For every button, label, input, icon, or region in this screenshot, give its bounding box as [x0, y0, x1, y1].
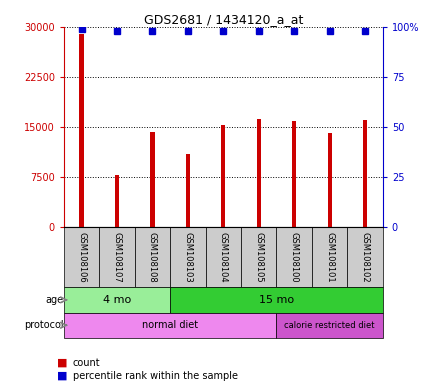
Bar: [64, 287, 170, 313]
Text: percentile rank within the sample: percentile rank within the sample: [73, 371, 238, 381]
Text: GSM108104: GSM108104: [219, 232, 228, 283]
Text: GSM108102: GSM108102: [360, 232, 370, 283]
Text: ■: ■: [57, 358, 68, 368]
Title: GDS2681 / 1434120_a_at: GDS2681 / 1434120_a_at: [143, 13, 303, 26]
Bar: [257, 119, 261, 227]
Bar: [79, 33, 84, 227]
Bar: [64, 313, 276, 338]
Bar: [150, 132, 154, 227]
Text: protocol: protocol: [24, 320, 64, 330]
Bar: [135, 227, 170, 287]
Text: 15 mo: 15 mo: [259, 295, 294, 305]
Bar: [363, 120, 367, 227]
Text: normal diet: normal diet: [142, 320, 198, 330]
Text: GSM108101: GSM108101: [325, 232, 334, 283]
Bar: [64, 227, 99, 287]
Text: age: age: [46, 295, 64, 305]
Bar: [99, 227, 135, 287]
Text: 4 mo: 4 mo: [103, 295, 131, 305]
Text: calorie restricted diet: calorie restricted diet: [284, 321, 375, 330]
Text: GSM108108: GSM108108: [148, 232, 157, 283]
Text: GSM108103: GSM108103: [183, 232, 192, 283]
Bar: [115, 175, 119, 227]
Text: GSM108107: GSM108107: [113, 232, 121, 283]
Bar: [276, 227, 312, 287]
Bar: [347, 227, 383, 287]
Bar: [327, 133, 332, 227]
Bar: [170, 287, 383, 313]
Text: ■: ■: [57, 371, 68, 381]
Bar: [292, 121, 296, 227]
Bar: [241, 227, 276, 287]
Bar: [221, 125, 225, 227]
Text: GSM108105: GSM108105: [254, 232, 263, 283]
Bar: [205, 227, 241, 287]
Text: GSM108100: GSM108100: [290, 232, 299, 283]
Bar: [312, 227, 347, 287]
Text: count: count: [73, 358, 100, 368]
Bar: [186, 154, 190, 227]
Bar: [276, 313, 383, 338]
Bar: [170, 227, 205, 287]
Text: GSM108106: GSM108106: [77, 232, 86, 283]
